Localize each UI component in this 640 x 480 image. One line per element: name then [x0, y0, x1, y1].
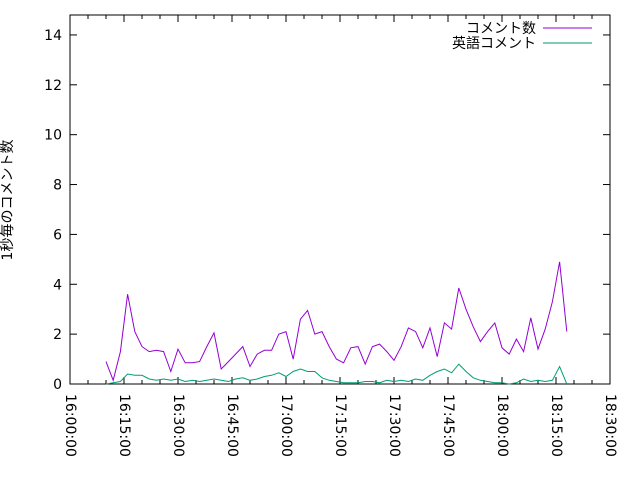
legend: コメント数 英語コメント: [452, 21, 592, 52]
x-tick-label: 17:45:00: [440, 394, 456, 457]
x-tick-label: 17:15:00: [332, 394, 348, 457]
x-tick-label: 16:30:00: [170, 394, 186, 457]
series-line-0: [105, 261, 568, 382]
series-line-1: [105, 363, 568, 385]
y-tick-label: 12: [44, 78, 62, 94]
y-tick-label: 8: [53, 178, 62, 194]
x-tick-label: 16:45:00: [224, 394, 240, 457]
x-tick-label: 17:00:00: [278, 394, 294, 457]
plot-area: 16:00:00 16:15:00 16:30:00 16:45:00 17:00:00…: [44, 14, 618, 457]
x-tick-label: 16:00:00: [62, 394, 78, 457]
x-tick-label: 18:00:00: [494, 394, 510, 457]
y-tick-label: 4: [53, 277, 62, 293]
x-tick-label: 18:15:00: [548, 394, 564, 457]
y-tick-label: 0: [53, 377, 62, 393]
y-tick-label: 10: [44, 128, 62, 144]
y-tick-label: 14: [44, 28, 62, 44]
x-tick-label: 18:30:00: [602, 394, 618, 457]
legend-label-comments: コメント数: [466, 21, 536, 37]
x-tick-label: 17:30:00: [386, 394, 402, 457]
y-axis-title: 1秒毎のコメント数: [0, 140, 16, 261]
x-tick-label: 16:15:00: [116, 394, 132, 457]
legend-label-english-comments: 英語コメント: [452, 35, 536, 52]
y-tick-label: 6: [53, 227, 62, 243]
y-tick-label: 2: [53, 327, 62, 343]
